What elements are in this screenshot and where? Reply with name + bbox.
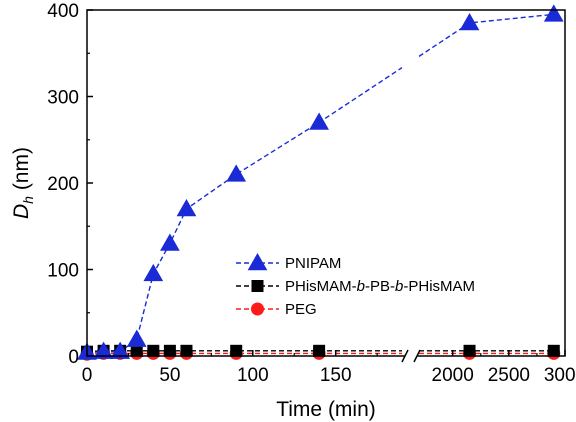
data-point	[180, 344, 193, 357]
y-tick-label: 300	[47, 88, 79, 109]
x-tick-label: 50	[159, 365, 180, 386]
data-point	[547, 344, 560, 357]
data-point	[110, 341, 131, 359]
data-point	[93, 341, 114, 359]
axes: 0 100 200 300 400 0 50 100 150 2000 2500 3000	[47, 1, 576, 386]
data-point	[147, 344, 160, 357]
axis-break-gap	[405, 352, 417, 360]
y-axis-title-symbol: D	[10, 204, 33, 219]
series-line	[86, 13, 554, 354]
data-point	[160, 233, 180, 251]
legend-label: PEG	[285, 301, 317, 318]
y-axis-title: Dh (nm)	[10, 147, 36, 219]
legend-label: PNIPAM	[285, 255, 341, 272]
x-tick-label: 100	[237, 365, 269, 386]
axis-break-mark	[413, 349, 421, 363]
x-tick-label: 3000	[544, 365, 576, 386]
data-point	[176, 198, 197, 217]
x-tick-label: 2500	[488, 365, 530, 386]
y-axis-title-subscript: h	[20, 196, 36, 204]
data-point	[463, 344, 476, 357]
legend-marker	[251, 302, 264, 316]
x-tick-label: 150	[320, 365, 352, 386]
y-tick-label: 200	[47, 174, 79, 195]
y-tick-label: 100	[47, 261, 79, 282]
data-point	[226, 164, 247, 182]
data-point	[309, 112, 329, 130]
legend-label: PHisMAM-b-PB-b-PHisMAM	[285, 278, 475, 295]
plot-content	[77, 4, 564, 361]
legend-marker	[251, 280, 264, 292]
x-tick-label: 0	[82, 365, 93, 386]
data-point	[313, 344, 326, 357]
data-point	[126, 329, 147, 347]
data-point	[230, 344, 243, 357]
legend-marker	[247, 252, 268, 271]
y-tick-label: 0	[68, 347, 79, 368]
data-point	[143, 263, 164, 282]
data-point	[130, 344, 143, 357]
y-tick-label: 400	[47, 1, 79, 22]
axis-break-mark	[401, 349, 409, 363]
y-axis-title-unit: (nm)	[10, 147, 33, 196]
x-tick-label: 2000	[432, 365, 474, 386]
data-point	[543, 4, 564, 22]
x-axis-title: Time (min)	[276, 398, 376, 421]
legend: PNIPAM PHisMAM-b-PB-b-PHisMAM PEG	[236, 252, 475, 318]
data-point	[459, 12, 480, 31]
plot-frame	[86, 9, 566, 357]
